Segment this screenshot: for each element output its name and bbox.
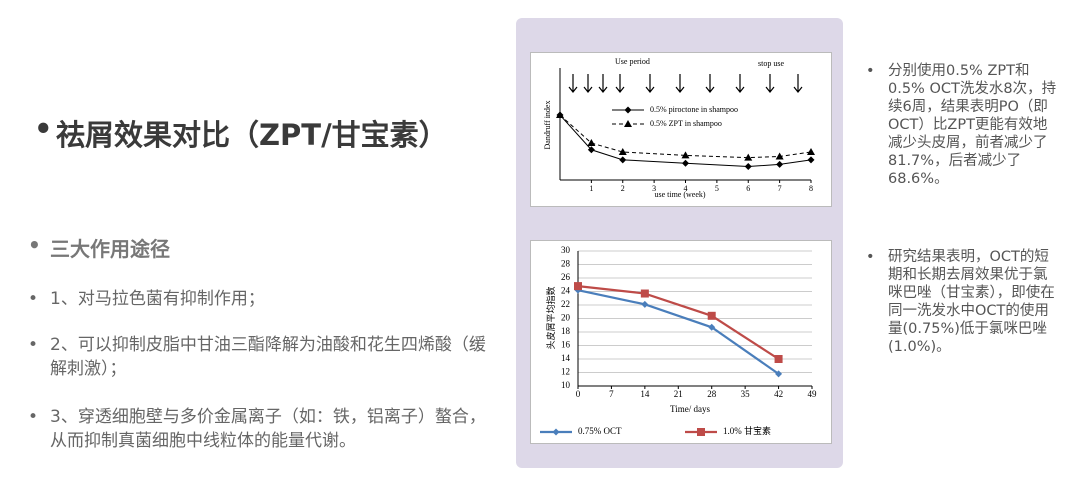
marker [807,148,815,155]
marker [681,151,690,159]
legend-label: 1.0% 甘宝素 [723,425,771,436]
y-tick-label: 20 [561,313,571,323]
y-tick-label: 12 [561,367,570,377]
marker [619,156,627,164]
chart-box [530,52,832,207]
y-tick-label: 10 [561,380,571,390]
x-tick-label: 28 [707,389,717,399]
marker [574,282,582,291]
marker [641,300,649,308]
series-line [577,289,780,375]
x-tick-label: 1 [589,184,593,193]
x-tick-label: 6 [746,184,750,193]
y-tick-label: 18 [561,326,571,336]
x-tick-label: 2 [621,184,625,193]
marker [697,428,705,436]
y-tick-label: 22 [561,299,570,309]
use-arrows [568,74,803,93]
y-tick-label: 28 [561,259,571,269]
x-axis-label: Time/ days [670,404,710,414]
y-axis-label: Dandruff index [543,101,552,150]
marker [624,106,632,114]
legend-label: 0.5% ZPT in shampoo [650,119,722,128]
marker [682,159,689,167]
y-axis-label: 头皮屑平均指数 [545,286,556,349]
marker [640,289,649,298]
marker [774,355,783,363]
point: 3、穿透细胞壁与多价金属离子（如：铁，铝离子）螯合，从而抑制真菌细胞中线粒体的能… [28,405,495,453]
x-tick-label: 49 [808,389,818,399]
marker [744,153,753,161]
legend-label: 0.75% OCT [578,426,622,436]
marker [556,111,564,119]
point: 2、可以抑制皮脂中甘油三酯降解为油酸和花生四烯酸（缓解刺激）； [28,333,490,381]
x-tick-label: 4 [684,184,688,193]
x-axis-label: use time (week) [654,190,705,199]
y-tick-label: 26 [561,272,571,282]
title: 祛屑效果对比（ZPT/甘宝素） [34,112,448,154]
series-line [577,285,780,360]
x-tick-label: 0 [576,389,581,399]
note: 分别使用0.5% ZPT和0.5% OCT洗发水8次，持续6周，结果表明PO（即… [866,62,1060,188]
marker [624,120,632,127]
chart-box [530,240,832,444]
marker [807,156,815,164]
y-tick-label: 30 [561,245,571,255]
x-tick-label: 5 [715,184,719,193]
marker [552,428,560,436]
legend-label: 0.5% piroctone in shampoo [650,105,738,114]
x-tick-label: 7 [778,184,782,193]
marker [587,146,595,154]
x-tick-label: 35 [741,389,751,399]
annotation: Use period [615,57,650,66]
x-tick-label: 42 [774,389,783,399]
x-tick-label: 8 [809,184,813,193]
marker [587,139,596,147]
y-tick-label: 24 [561,286,571,296]
y-tick-label: 16 [561,340,571,350]
note: 研究结果表明，OCT的短期和长期去屑效果优于氯咪巴唑（甘宝素），即使在同一洗发水… [866,248,1060,356]
marker [775,152,784,160]
point: 1、对马拉色菌有抑制作用； [28,287,490,311]
x-tick-label: 7 [609,389,614,399]
marker [618,148,627,155]
x-tick-label: 21 [674,389,683,399]
x-tick-label: 3 [652,184,656,193]
marker [708,323,716,331]
subtitle: 三大作用途径 [28,233,170,262]
marker [744,163,752,171]
x-tick-label: 14 [640,389,650,399]
y-tick-label: 14 [561,353,571,363]
marker [707,311,716,320]
marker [776,160,784,168]
marker [775,370,783,378]
annotation: stop use [758,59,784,68]
